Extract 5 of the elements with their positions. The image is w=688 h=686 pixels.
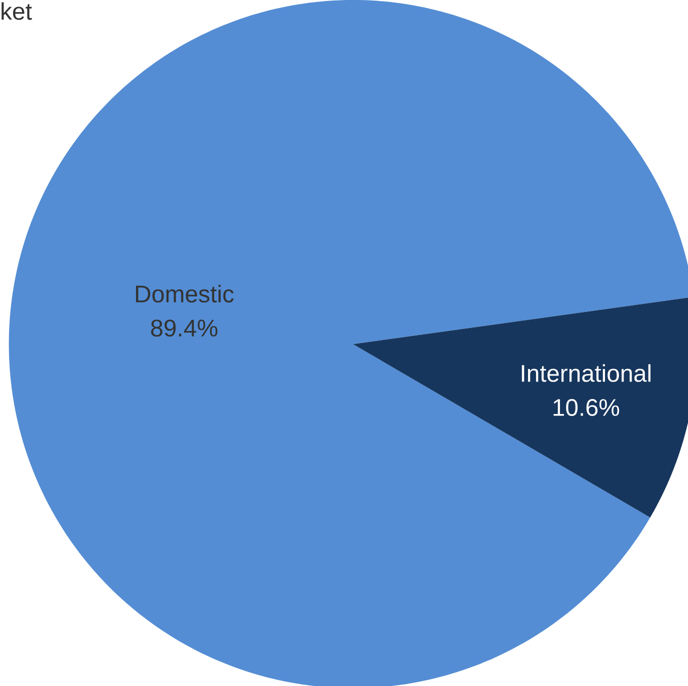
text: ket [2,2,32,20]
slice-label: Domestic [136,284,234,302]
slice-label: International [522,364,650,382]
data-label: 10.6% [554,398,620,416]
data-label: 89.4% [151,319,218,337]
